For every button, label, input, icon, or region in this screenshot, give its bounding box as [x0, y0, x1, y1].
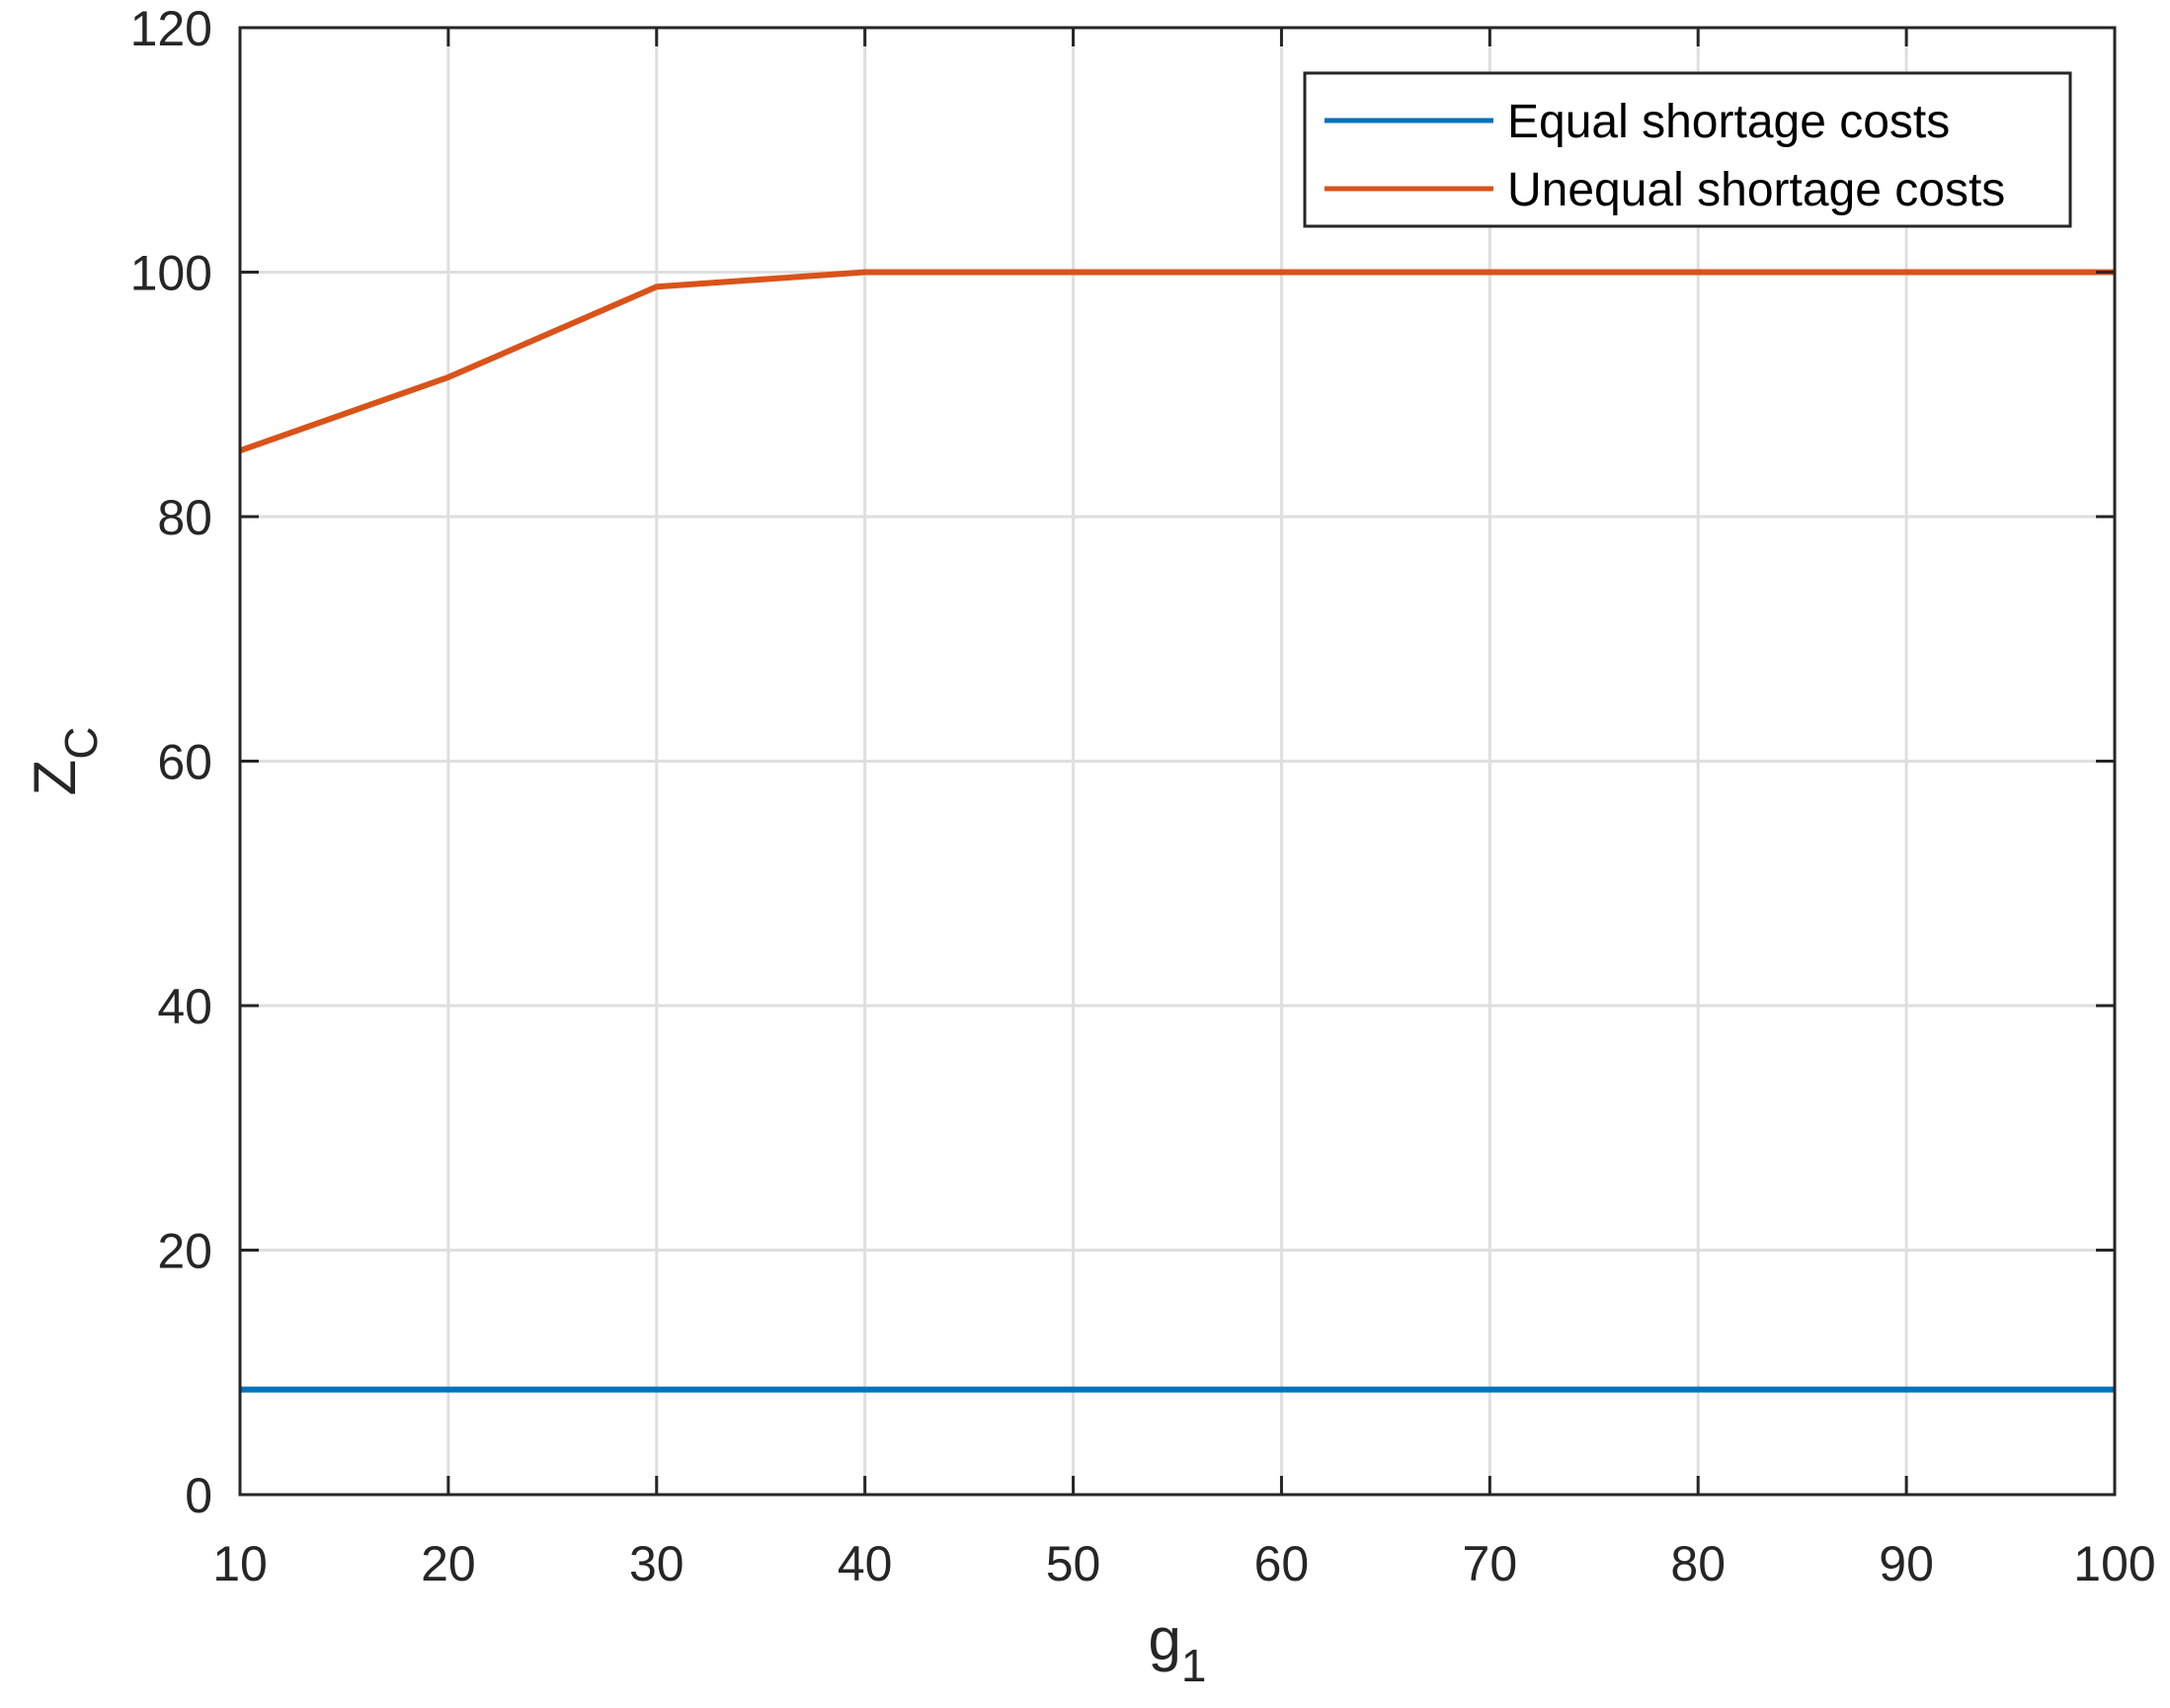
x-axis-label-subscript: 1 [1181, 1640, 1207, 1691]
x-tick-label: 80 [1670, 1536, 1726, 1591]
x-tick-label: 40 [838, 1536, 893, 1591]
series-lines [239, 269, 2115, 1393]
y-tick-label: 0 [185, 1468, 212, 1523]
y-axis-label: ZC [22, 727, 107, 796]
y-tick-label: 20 [157, 1224, 212, 1279]
x-axis-label-main: g [1149, 1606, 1181, 1672]
y-tick-label: 40 [157, 979, 212, 1034]
x-axis-label: g1 [1149, 1606, 1207, 1691]
legend-label-unequal: Unequal shortage costs [1507, 164, 2005, 216]
y-tick-label: 60 [157, 735, 212, 790]
x-tick-label: 70 [1463, 1536, 1518, 1591]
y-tick-label: 100 [130, 246, 212, 301]
legend-label-equal: Equal shortage costs [1507, 96, 1950, 148]
x-tick-label: 60 [1254, 1536, 1310, 1591]
x-tick-label: 100 [2073, 1536, 2155, 1591]
y-axis-label-subscript: C [55, 727, 107, 760]
legend-box [1303, 71, 2072, 228]
x-tick-label: 50 [1046, 1536, 1101, 1591]
x-tick-label: 30 [629, 1536, 684, 1591]
y-axis-label-main: Z [22, 760, 88, 796]
x-tick-label: 10 [212, 1536, 268, 1591]
legend: Equal shortage costs Unequal shortage co… [1303, 71, 2072, 228]
tick-marks [238, 26, 2117, 1497]
x-tick-label: 20 [421, 1536, 476, 1591]
series-line-unequal [239, 269, 2115, 454]
x-tick-labels: 10 20 30 40 50 60 70 80 90 100 [212, 1536, 2156, 1591]
y-tick-label: 120 [130, 1, 212, 56]
x-tick-label: 90 [1879, 1536, 1934, 1591]
y-tick-label: 80 [157, 490, 212, 545]
y-tick-labels: 0 20 40 60 80 100 120 [130, 1, 212, 1523]
